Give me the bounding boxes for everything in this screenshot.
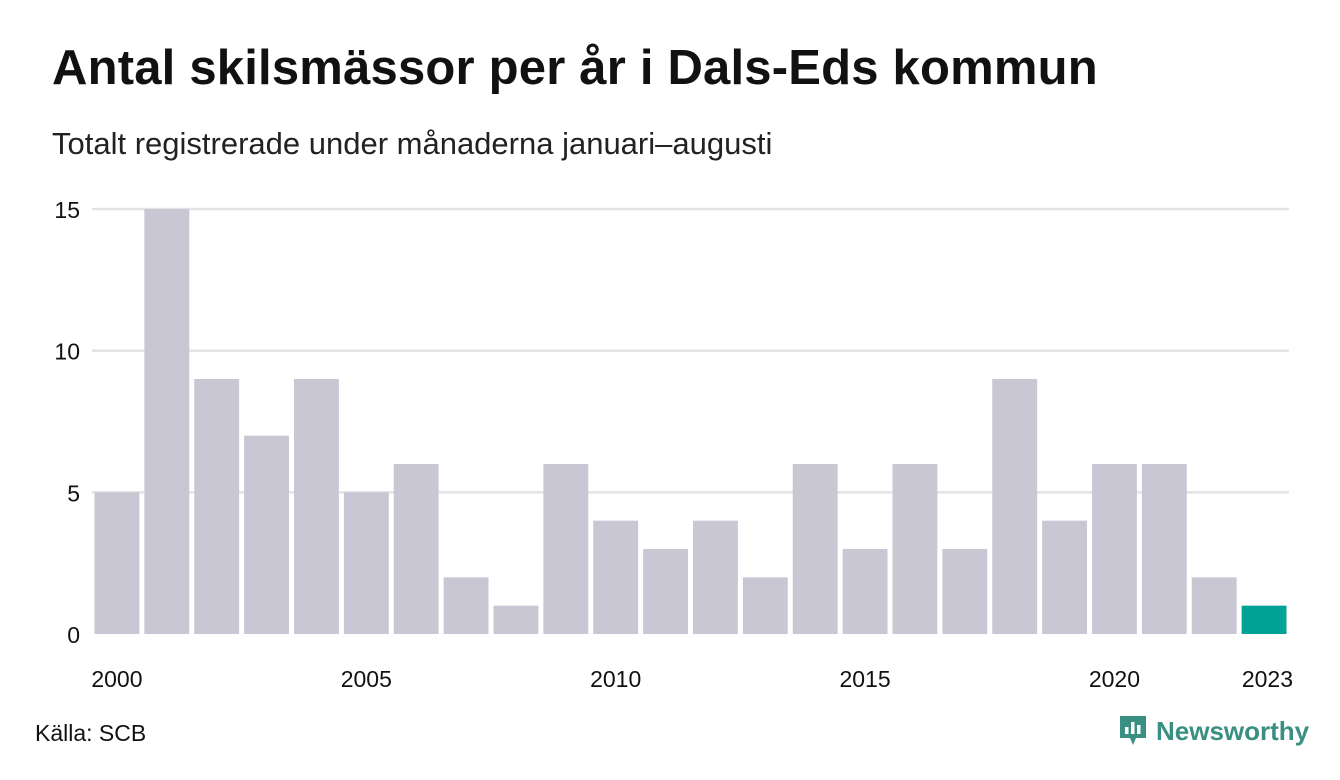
bar-2010 [593, 520, 639, 634]
brand-name: Newsworthy [1156, 715, 1310, 746]
bar-2006 [393, 464, 439, 634]
bar-2017 [942, 549, 988, 634]
bar-2020 [1092, 464, 1137, 634]
y-tick-label: 0 [67, 622, 80, 648]
x-tick-label: 2023 [1242, 666, 1293, 692]
bars [94, 209, 1287, 634]
bar-2015 [842, 549, 888, 634]
y-tick-label: 5 [67, 480, 80, 506]
x-tick-label: 2020 [1089, 666, 1140, 692]
chart-subtitle: Totalt registrerade under månaderna janu… [52, 126, 773, 161]
brand: Newsworthy [1118, 714, 1309, 748]
bar-2016 [892, 464, 938, 634]
bar-2005 [343, 492, 389, 634]
x-tick-label: 2015 [839, 666, 890, 692]
source-note: Källa: SCB [35, 720, 147, 746]
bar-2021 [1141, 464, 1187, 634]
bar-2012 [693, 520, 738, 634]
bar-2019 [1042, 520, 1087, 634]
newsworthy-logo-icon [1120, 716, 1146, 745]
y-tick-label: 10 [54, 339, 80, 365]
bar-2023 [1241, 605, 1287, 634]
bar-2000 [94, 492, 140, 634]
bar-2013 [742, 577, 788, 634]
bar-2011 [643, 549, 688, 634]
bar-2007 [443, 577, 489, 634]
x-tick-label: 2000 [91, 666, 142, 692]
x-tick-label: 2005 [341, 666, 392, 692]
gridlines [92, 207, 1289, 494]
bar-2001 [144, 209, 190, 634]
bar-2008 [493, 605, 539, 634]
chart-title: Antal skilsmässor per år i Dals-Eds komm… [52, 41, 1098, 95]
y-tick-label: 15 [54, 197, 80, 223]
x-tick-label: 2010 [590, 666, 641, 692]
bar-2022 [1191, 577, 1237, 634]
y-axis-ticks: 0 5 10 15 [54, 197, 80, 648]
bar-2004 [294, 379, 339, 634]
x-axis-ticks: 2000 2005 2010 2015 2020 2023 [91, 666, 1293, 692]
bar-2018 [992, 379, 1038, 634]
bar-2003 [244, 435, 289, 634]
bar-2014 [792, 464, 838, 634]
bar-2009 [543, 464, 589, 634]
bar-2002 [194, 379, 240, 634]
